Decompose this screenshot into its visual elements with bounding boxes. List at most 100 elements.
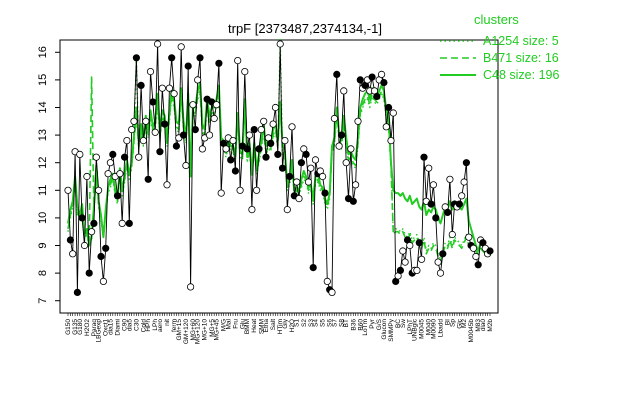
data-point <box>347 145 355 153</box>
data-point <box>83 172 91 181</box>
x-tick-label: H2O <box>289 319 296 332</box>
data-point <box>356 76 364 84</box>
x-tick-label: Sp <box>449 319 456 327</box>
data-point <box>406 241 414 250</box>
data-point <box>323 277 331 285</box>
data-point <box>401 258 409 266</box>
x-tick-label: Fru <box>232 319 239 329</box>
data-point <box>64 186 72 194</box>
data-point <box>236 186 244 194</box>
data-point <box>99 277 108 285</box>
data-point <box>85 269 93 277</box>
data-point <box>297 159 305 167</box>
data-point <box>413 266 421 274</box>
data-point <box>427 200 435 208</box>
y-tick-label: 9 <box>37 242 49 248</box>
data-point <box>288 123 296 131</box>
data-point <box>76 150 84 158</box>
data-point <box>113 192 122 200</box>
x-tick-label: M2b <box>487 319 494 332</box>
chart-title: trpF [2373487,2374134,-1] <box>228 21 382 36</box>
y-tick-label: 8 <box>37 270 49 276</box>
x-tick-label: S5 <box>320 319 327 327</box>
x-tick-label: BT <box>343 319 350 327</box>
x-tick-label: MG+5 <box>209 319 216 337</box>
x-tick-label: Etha <box>263 319 270 333</box>
data-point <box>135 153 143 161</box>
data-point <box>257 126 265 134</box>
x-tick-label: Heat <box>251 319 258 333</box>
data-point <box>380 79 388 87</box>
data-point <box>415 239 423 247</box>
data-point <box>125 219 133 227</box>
data-point <box>429 181 437 189</box>
data-point <box>351 181 360 189</box>
x-tick-label: G135 <box>72 319 79 335</box>
x-tick-label: LPhT <box>407 319 414 335</box>
data-point <box>227 156 235 164</box>
x-tick-label: BMM <box>244 319 251 334</box>
data-point <box>144 175 152 183</box>
x-tick-label: Diami <box>115 319 122 336</box>
data-point <box>182 161 190 170</box>
legend-entry: C48 size: 196 <box>483 68 559 82</box>
data-point <box>283 206 291 214</box>
x-tick-label: S8 <box>338 319 345 327</box>
data-point <box>396 266 404 274</box>
data-point <box>189 101 197 109</box>
data-point <box>104 170 112 178</box>
x-tick-label: Glucon <box>381 319 388 340</box>
data-point <box>302 150 310 158</box>
data-point <box>187 283 195 291</box>
data-point <box>328 288 336 296</box>
data-point <box>304 178 313 186</box>
data-point <box>349 197 357 205</box>
data-point <box>163 181 171 189</box>
data-point <box>276 40 284 48</box>
data-point <box>118 219 126 227</box>
data-point <box>109 150 117 158</box>
x-tick-label: BC <box>395 319 402 328</box>
data-point <box>139 137 147 145</box>
x-tick-label: GM+120 <box>183 319 190 344</box>
data-point <box>274 150 282 158</box>
data-point <box>245 131 254 139</box>
data-point <box>215 59 223 67</box>
x-tick-label: S6 <box>327 319 334 327</box>
y-tick-label: 7 <box>37 298 49 304</box>
data-point <box>399 247 407 255</box>
data-point <box>448 230 456 239</box>
x-tick-label: C30 <box>133 319 140 331</box>
legend-title: clusters <box>474 12 519 27</box>
data-point <box>142 117 150 125</box>
data-point <box>205 131 214 139</box>
x-tick-label: Glc <box>456 318 463 329</box>
x-tick-label: Gly <box>282 318 289 329</box>
data-point <box>154 40 162 48</box>
x-tick-label: LoTm <box>362 319 369 336</box>
data-point <box>137 81 145 90</box>
data-point <box>460 178 468 186</box>
data-point <box>384 103 393 112</box>
x-tick-label: HPh <box>145 319 152 332</box>
data-point <box>434 258 442 266</box>
data-point <box>102 244 110 252</box>
data-point <box>149 98 157 106</box>
data-point <box>248 206 256 214</box>
series-line <box>67 76 491 263</box>
data-point <box>269 120 277 128</box>
data-point <box>387 137 395 145</box>
x-tick-label: M0045 <box>419 319 426 339</box>
data-point <box>278 164 287 172</box>
data-point <box>212 101 221 109</box>
x-tick-label: M/G <box>221 319 228 331</box>
x-tick-label: MG+60 <box>190 319 197 341</box>
data-point <box>132 54 140 62</box>
data-point <box>373 92 381 101</box>
x-tick-label: B60 <box>357 319 364 331</box>
x-tick-label: C90 <box>122 319 129 331</box>
x-tick-label: Oxct1 <box>103 319 110 336</box>
x-tick-label: aero <box>157 319 164 332</box>
legend-entry: B471 size: 16 <box>483 51 559 65</box>
data-point <box>271 103 280 112</box>
